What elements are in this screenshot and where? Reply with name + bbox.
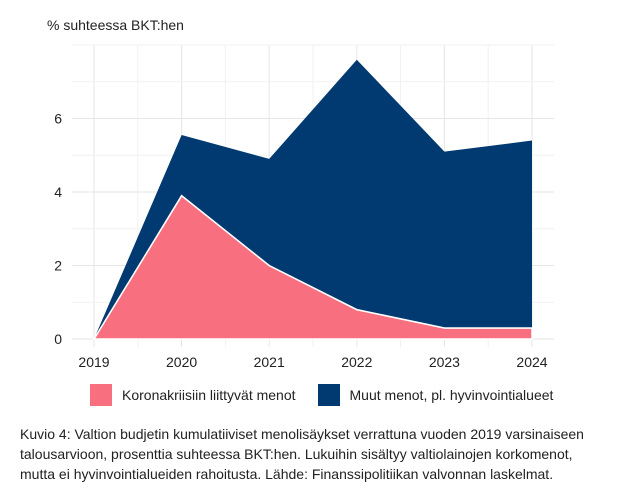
y-axis-ticks: 0 2 4 6 xyxy=(54,111,62,348)
legend-label-corona: Koronakriisiin liittyvät menot xyxy=(122,387,296,403)
area-series xyxy=(92,59,533,340)
x-tick-2021: 2021 xyxy=(254,354,285,370)
area-series-1 xyxy=(94,59,532,339)
legend: Koronakriisiin liittyvät menot Muut meno… xyxy=(90,384,575,406)
x-tick-2023: 2023 xyxy=(429,354,460,370)
figure-caption: Kuvio 4: Valtion budjetin kumulatiiviset… xyxy=(20,426,584,482)
y-axis-label: % suhteessa BKT:hen xyxy=(47,17,184,33)
legend-label-other: Muut menot, pl. hyvinvointialueet xyxy=(349,387,554,403)
x-tick-2022: 2022 xyxy=(341,354,372,370)
x-tick-2020: 2020 xyxy=(166,354,197,370)
x-tick-2024: 2024 xyxy=(516,354,547,370)
legend-swatch-other xyxy=(317,384,340,406)
legend-item-corona: Koronakriisiin liittyvät menot xyxy=(90,384,296,406)
y-tick-4: 4 xyxy=(54,184,62,200)
y-tick-0: 0 xyxy=(54,331,62,347)
y-tick-6: 6 xyxy=(54,111,62,127)
x-tick-2019: 2019 xyxy=(78,354,109,370)
stacked-area-chart: % suhteessa BKT:hen 2019 2020 2021 2022 2023… xyxy=(47,17,554,370)
y-tick-2: 2 xyxy=(54,258,62,274)
series-boundary-line xyxy=(93,194,532,340)
x-axis-ticks: 2019 2020 2021 2022 2023 2024 xyxy=(78,354,547,370)
legend-item-other: Muut menot, pl. hyvinvointialueet xyxy=(317,384,554,406)
legend-swatch-corona xyxy=(90,384,112,406)
